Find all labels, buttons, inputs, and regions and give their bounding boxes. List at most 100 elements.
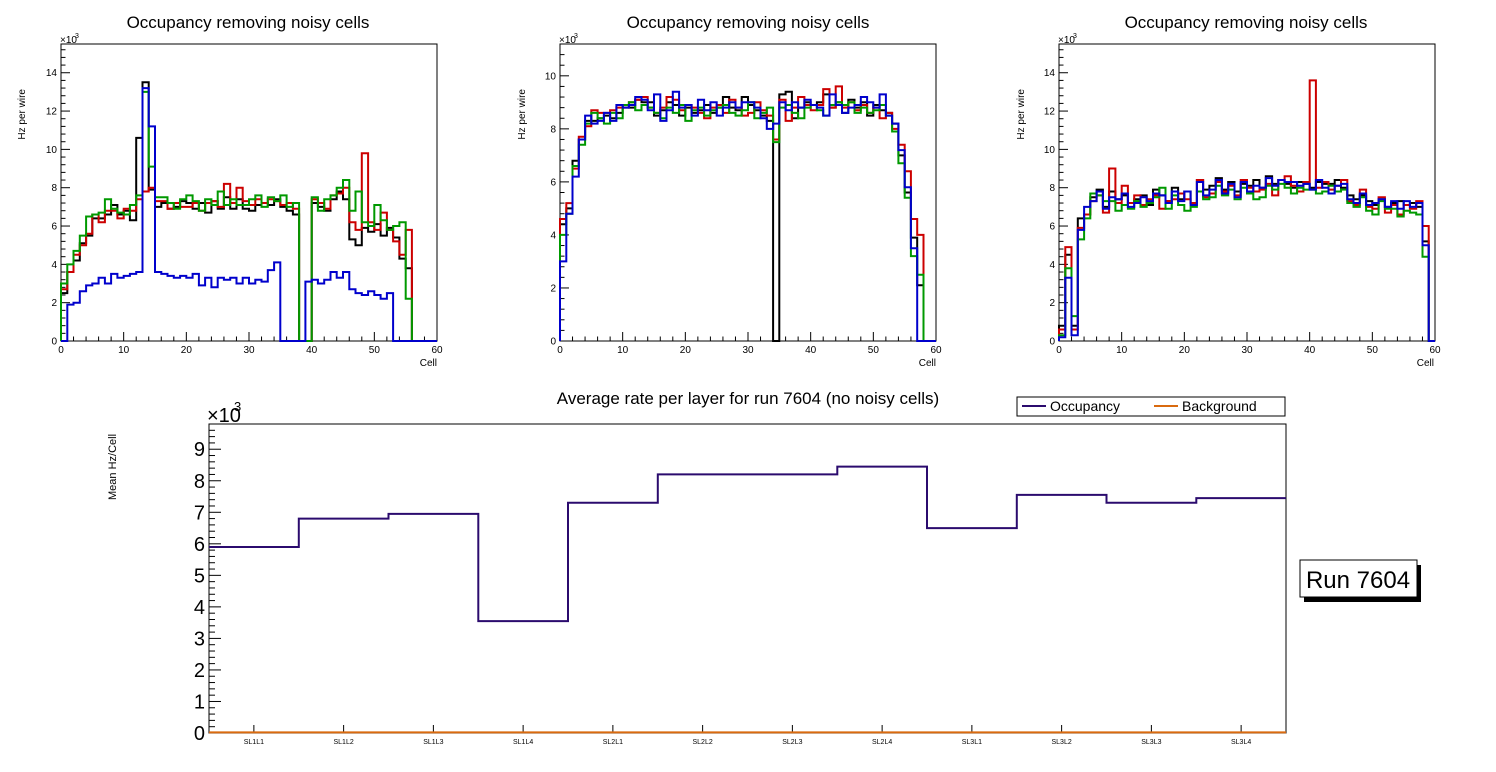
x-tick-label: 50 — [1367, 345, 1379, 356]
series-layer-3 — [559, 101, 936, 342]
y-exponent: ×10 3 — [60, 33, 79, 46]
chart-title: Average rate per layer for run 7604 (no … — [557, 389, 939, 408]
chart-title: Occupancy removing noisy cells — [1125, 13, 1368, 32]
y-tick-label: 10 — [545, 71, 557, 82]
y-tick-label: 0 — [550, 337, 556, 348]
x-axis-label: Cell — [919, 358, 936, 369]
y-tick-label: 5 — [194, 565, 205, 587]
x-tick-label: 40 — [1304, 345, 1316, 356]
x-tick-label: SL1L3 — [423, 739, 443, 746]
y-axis-label: Mean Hz/Cell — [107, 434, 119, 500]
x-tick-label: 60 — [431, 345, 443, 356]
x-tick-label: 60 — [1429, 345, 1441, 356]
y-tick-label: 6 — [51, 222, 57, 233]
y-tick-label: 6 — [550, 177, 556, 188]
y-tick-label: 0 — [51, 337, 57, 348]
y-exponent: ×10 3 — [1058, 33, 1077, 46]
exponent-base: ×10 — [207, 405, 241, 427]
x-tick-label: 10 — [1116, 345, 1128, 356]
plot-area: 0 1 2 3 4 5 6 7 8 9 SL1L1 SL1L2 SL1L3 SL1L4 SL2L1 SL2L2… — [194, 423, 1287, 746]
x-tick-label: 60 — [930, 345, 942, 356]
series-layer-4 — [1058, 177, 1435, 342]
y-tick-label: 12 — [1044, 107, 1056, 118]
exponent-base: ×10 — [559, 35, 576, 46]
y-tick-label: 2 — [1049, 298, 1055, 309]
plot-area: 0 2 4 6 8 10 12 14 0 10 20 30 40 50 60 — [46, 43, 443, 356]
x-tick-label: 30 — [742, 345, 754, 356]
y-tick-label: 4 — [51, 260, 57, 271]
series-layer-3 — [60, 90, 437, 342]
x-tick-label: 30 — [243, 345, 255, 356]
series-layer-3 — [1058, 182, 1435, 342]
exponent-base: ×10 — [1058, 35, 1075, 46]
x-tick-label: 40 — [306, 345, 318, 356]
y-axis-label: Hz per wire — [1016, 89, 1027, 140]
y-tick-label: 2 — [194, 660, 205, 682]
x-tick-label: 0 — [557, 345, 563, 356]
y-tick-label: 8 — [550, 124, 556, 135]
x-tick-label: SL1L1 — [244, 739, 264, 746]
legend-label-occupancy: Occupancy — [1050, 398, 1120, 414]
y-tick-label: 8 — [194, 471, 205, 493]
legend-label-background: Background — [1182, 398, 1257, 414]
x-tick-label: SL3L3 — [1141, 739, 1161, 746]
y-axis-label: Hz per wire — [17, 89, 28, 140]
x-tick-label: 40 — [805, 345, 817, 356]
x-tick-label: SL3L4 — [1231, 739, 1251, 746]
y-tick-label: 9 — [194, 439, 205, 461]
x-tick-label: 30 — [1241, 345, 1253, 356]
x-tick-label: SL2L4 — [872, 739, 892, 746]
x-tick-label: SL1L2 — [334, 739, 354, 746]
y-tick-label: 14 — [1044, 68, 1056, 79]
x-axis-label: Cell — [420, 358, 437, 369]
y-tick-label: 4 — [194, 597, 205, 619]
series-layer-2 — [1058, 79, 1435, 342]
occupancy-panel-right: Occupancy removing noisy cells ×10 3 Hz … — [1016, 13, 1441, 369]
average-rate-panel: Average rate per layer for run 7604 (no … — [107, 389, 1287, 746]
y-tick-label: 12 — [46, 107, 58, 118]
y-tick-label: 8 — [51, 183, 57, 194]
x-tick-label: SL3L2 — [1052, 739, 1072, 746]
y-tick-label: 14 — [46, 68, 58, 79]
legend-box — [1016, 396, 1286, 417]
x-tick-label: SL2L3 — [782, 739, 802, 746]
y-tick-label: 3 — [194, 628, 205, 650]
y-tick-label: 10 — [1044, 145, 1056, 156]
y-exponent: ×10 3 — [559, 33, 578, 46]
run-label-frame — [1299, 559, 1418, 598]
y-tick-label: 10 — [46, 145, 58, 156]
run-label-box: Run 7604 — [1299, 559, 1421, 602]
x-axis-label: Cell — [1417, 358, 1434, 369]
chart-title: Occupancy removing noisy cells — [627, 13, 870, 32]
exponent-power: 3 — [574, 33, 578, 40]
x-tick-label: 50 — [868, 345, 880, 356]
y-tick-label: 4 — [1049, 260, 1055, 271]
series-layer-2 — [60, 152, 437, 342]
series-layer-4 — [61, 87, 437, 342]
x-tick-label: 10 — [118, 345, 130, 356]
y-tick-label: 4 — [550, 230, 556, 241]
x-tick-label: 10 — [617, 345, 629, 356]
x-tick-label: 20 — [680, 345, 692, 356]
x-tick-label: SL2L2 — [693, 739, 713, 746]
x-tick-label: SL3L1 — [962, 739, 982, 746]
y-tick-label: 8 — [1049, 183, 1055, 194]
y-axis-label: Hz per wire — [517, 89, 528, 140]
exponent-power: 3 — [234, 399, 241, 414]
exponent-power: 3 — [75, 33, 79, 40]
exponent-power: 3 — [1073, 33, 1077, 40]
legend: Occupancy Background — [1016, 396, 1286, 417]
plot-area: 0 2 4 6 8 10 0 10 20 30 40 50 60 — [545, 43, 942, 356]
y-tick-label: 1 — [194, 691, 205, 713]
chart-title: Occupancy removing noisy cells — [127, 13, 370, 32]
exponent-base: ×10 — [60, 35, 77, 46]
x-tick-label: 50 — [369, 345, 381, 356]
x-tick-label: SL1L4 — [513, 739, 533, 746]
x-tick-label: 20 — [1179, 345, 1191, 356]
occupancy-panel-middle: Occupancy removing noisy cells ×10 3 Hz … — [517, 13, 942, 369]
series-occupancy — [209, 465, 1286, 623]
plot-area: 0 2 4 6 8 10 12 14 0 10 20 30 40 50 60 — [1044, 43, 1441, 356]
x-tick-label: SL2L1 — [603, 739, 623, 746]
